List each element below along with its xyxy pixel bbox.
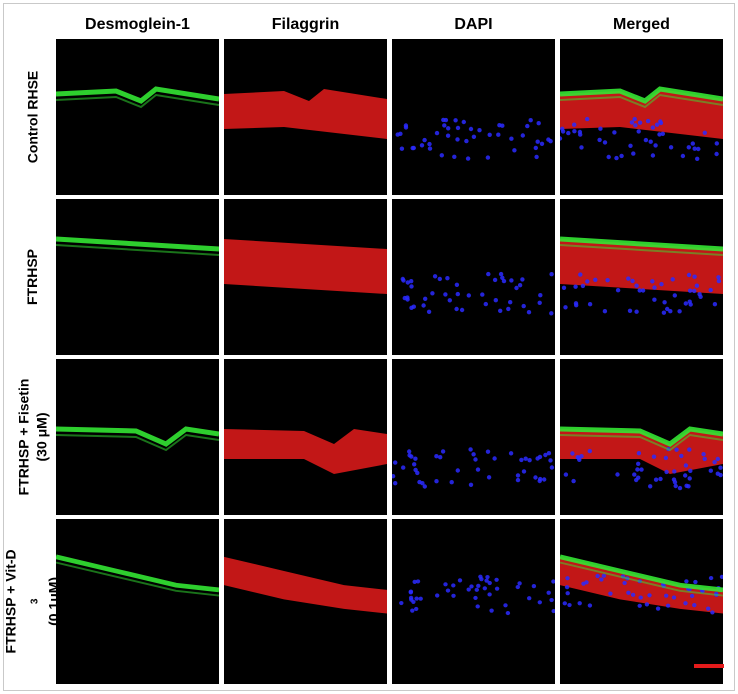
panel-fisetin-dapi: [392, 359, 555, 515]
panel-fisetin-desmoglein: [56, 359, 219, 515]
row-label-vitd3: FTRHSP + Vit-D 3 (0.1μM): [2, 549, 62, 654]
panel-control-filaggrin: [224, 39, 387, 195]
panel-vitd3-dapi: [392, 519, 555, 684]
column-header-desmoglein: Desmoglein-1: [85, 16, 190, 33]
panel-fisetin-filaggrin: [224, 359, 387, 515]
panel-control-merged: [560, 39, 723, 195]
micrograph-figure: Desmoglein-1 Filaggrin DAPI Merged Contr…: [3, 3, 735, 691]
row-label-ftrhsp: FTRHSP: [24, 249, 40, 305]
column-header-merged: Merged: [613, 16, 670, 33]
row-label-control: Control RHSE: [24, 70, 40, 164]
scale-bar: [694, 664, 724, 668]
panel-fisetin-merged: [560, 359, 723, 515]
panel-ftrhsp-merged: [560, 199, 723, 355]
row-label-fisetin: FTRHSP + Fisetin (30 μM): [15, 378, 50, 496]
panel-control-dapi: [392, 39, 555, 195]
panel-ftrhsp-dapi: [392, 199, 555, 355]
column-header-dapi: DAPI: [454, 16, 493, 33]
panel-vitd3-filaggrin: [224, 519, 387, 684]
panel-ftrhsp-filaggrin: [224, 199, 387, 355]
panel-control-desmoglein: [56, 39, 219, 195]
column-header-filaggrin: Filaggrin: [271, 16, 340, 33]
panel-vitd3-desmoglein: [56, 519, 219, 684]
panel-vitd3-merged: [560, 519, 723, 684]
panel-ftrhsp-desmoglein: [56, 199, 219, 355]
